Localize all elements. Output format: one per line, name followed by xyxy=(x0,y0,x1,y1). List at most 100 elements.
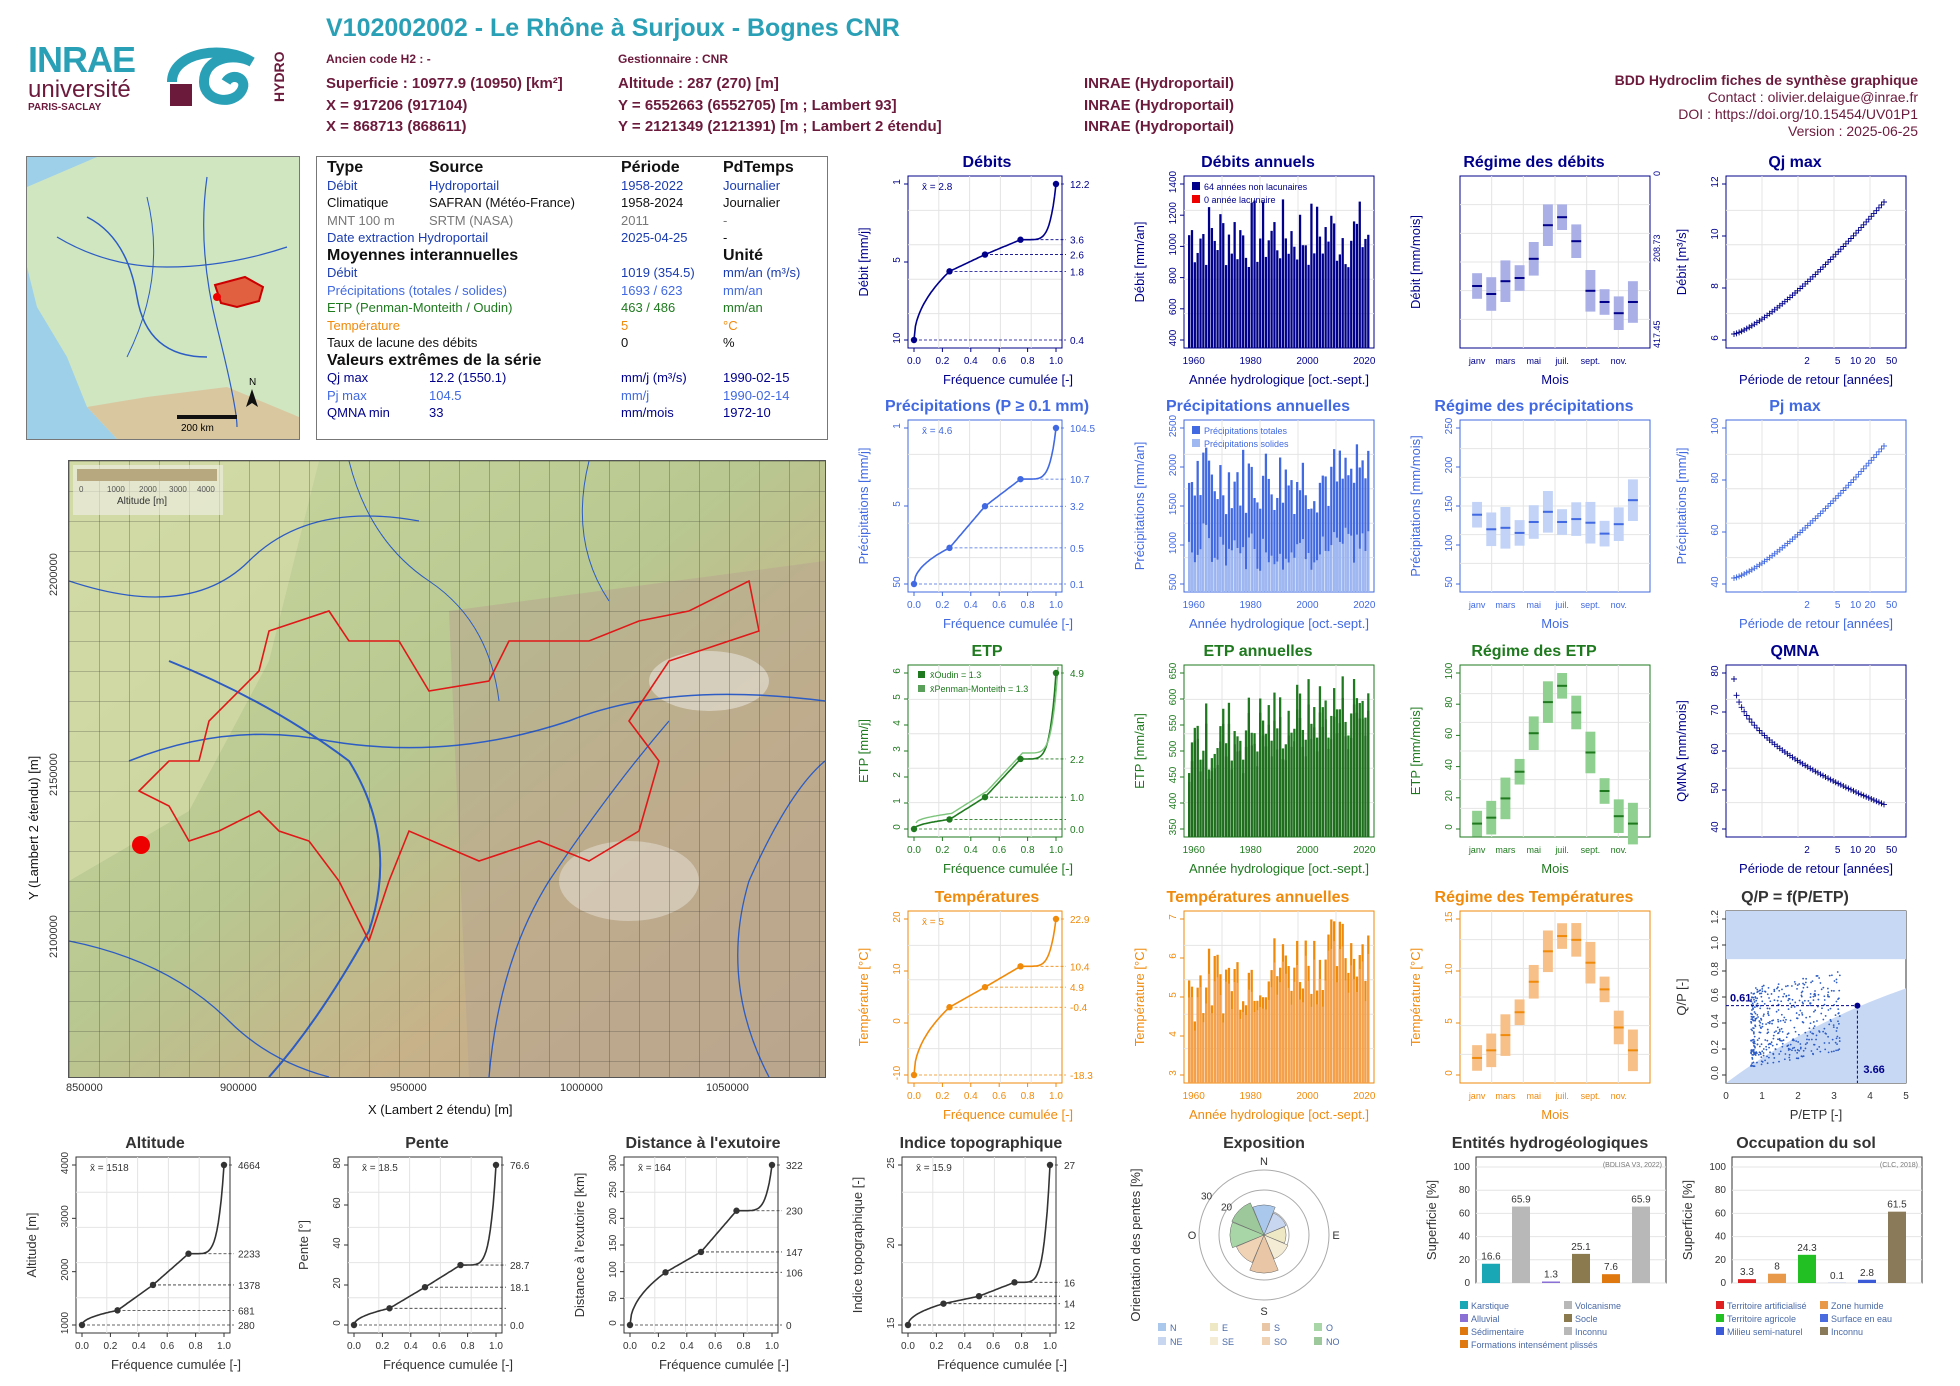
daily-point xyxy=(1759,1021,1762,1024)
y-axis-label: Q/P [-] xyxy=(1674,978,1689,1015)
daily-point xyxy=(1783,1058,1786,1061)
x-tick-label: nov. xyxy=(1611,356,1627,366)
daily-point xyxy=(1764,1059,1766,1062)
return-period-point xyxy=(1840,487,1847,494)
annual-bar-secondary xyxy=(1315,1004,1319,1083)
y-tick-label: 350 xyxy=(1168,818,1179,835)
x-tick-label: 0.0 xyxy=(907,845,921,856)
daily-point xyxy=(1780,1039,1783,1042)
legend-swatch xyxy=(1460,1301,1468,1309)
annual-bar-secondary xyxy=(1205,1003,1208,1083)
return-period-point xyxy=(1840,243,1847,250)
daily-point xyxy=(1818,1045,1821,1048)
y-tick-label: 4000 xyxy=(60,1151,71,1174)
right-value-label: 1378 xyxy=(238,1281,261,1292)
legend-label: Précipitations solides xyxy=(1204,439,1289,449)
daily-point xyxy=(1767,1021,1770,1024)
annual-bar-secondary xyxy=(1296,709,1299,837)
y-tick-label: 1.2 xyxy=(1710,910,1721,924)
y-tick-label: 5 xyxy=(892,694,903,700)
daily-point xyxy=(1785,985,1787,988)
source-1: INRAE (Hydroportail) xyxy=(1084,75,1234,92)
inrae-logo: INRAE université PARIS-SACLAY xyxy=(28,42,148,114)
x-tick-label: mars xyxy=(1495,356,1515,366)
x-axis-label: Période de retour [années] xyxy=(1739,616,1893,631)
right-value-label: 10.7 xyxy=(1070,475,1090,486)
annual-bar-secondary xyxy=(1338,541,1341,592)
daily-point xyxy=(1794,983,1797,985)
daily-point xyxy=(1765,1045,1768,1048)
annual-bar-secondary xyxy=(1190,761,1194,837)
moy-precip-unit: mm/an xyxy=(723,282,763,298)
daily-point xyxy=(1754,1019,1757,1022)
daily-point xyxy=(1813,1043,1816,1046)
ext-qmna-value: 33 xyxy=(429,405,444,420)
annual-bar-secondary xyxy=(1247,713,1250,837)
return-period-point xyxy=(1853,474,1860,481)
return-period-point xyxy=(1858,224,1865,231)
daily-point xyxy=(1835,1049,1838,1052)
annual-bar-secondary xyxy=(1242,547,1245,592)
daily-point xyxy=(1768,1042,1771,1045)
daily-point xyxy=(1804,1031,1807,1034)
x-axis-label: Fréquence cumulée [-] xyxy=(659,1357,789,1372)
moy-lacune-value: 0 xyxy=(621,335,629,350)
x-tick-label: 1.0 xyxy=(1049,356,1063,367)
daily-point xyxy=(1828,1023,1831,1026)
daily-point xyxy=(1833,980,1836,982)
daily-point xyxy=(1753,1015,1755,1018)
daily-point xyxy=(1759,1031,1762,1034)
mean-label: x̄ = 4.6 xyxy=(922,426,953,437)
annual-bar-secondary xyxy=(1281,961,1285,1083)
daily-point xyxy=(1817,993,1820,996)
daily-point xyxy=(1766,1028,1769,1031)
debits_annuels-chart: Débits annuels Année hydrologique [oct.-s… xyxy=(1132,154,1376,387)
y-tick-label: 3 xyxy=(892,746,903,752)
y-tick-label: 80 xyxy=(332,1157,343,1169)
pj_max-chart: Pj max Période de retour [années] Précipit… xyxy=(1674,398,1907,631)
daily-point xyxy=(1782,995,1785,998)
contact-link[interactable]: Contact : olivier.delaigue@inrae.fr xyxy=(1707,89,1918,105)
return-period-point xyxy=(1825,259,1832,266)
y-tick-label: 200 xyxy=(608,1208,619,1225)
annual-bar xyxy=(1267,240,1270,348)
y-tick-label: 20 xyxy=(886,1237,897,1249)
y-tick-label: 600 xyxy=(1168,688,1179,705)
x-tick-label: juil. xyxy=(1554,1091,1569,1101)
annual-bar xyxy=(1264,453,1268,592)
daily-point xyxy=(1786,1044,1789,1047)
daily-point xyxy=(1755,1052,1758,1055)
return-period-point xyxy=(1738,704,1745,711)
map-xtick-0: 850000 xyxy=(66,1082,103,1094)
daily-point xyxy=(1835,1000,1838,1003)
annual-bar-secondary xyxy=(1233,982,1236,1083)
annual-bar xyxy=(1307,509,1310,592)
annual-bar xyxy=(1216,250,1219,348)
daily-point xyxy=(1812,1027,1815,1030)
annual-bar xyxy=(1256,502,1259,592)
daily-point xyxy=(1791,1049,1793,1052)
annual-bar xyxy=(1216,499,1219,592)
annual-bar-secondary xyxy=(1199,987,1202,1083)
daily-point xyxy=(1752,1032,1755,1035)
daily-point xyxy=(1753,998,1755,1001)
annual-bar xyxy=(1230,253,1233,348)
daily-point xyxy=(1772,1037,1775,1040)
doi-link[interactable]: DOI : https://doi.org/10.15454/UV01P1 xyxy=(1678,106,1918,122)
return-period-point xyxy=(1837,781,1844,788)
quantile-point xyxy=(946,1004,953,1011)
moy-temp-value: 5 xyxy=(621,317,629,333)
daily-point xyxy=(1753,1019,1755,1022)
quantile-point xyxy=(975,1293,983,1300)
daily-point xyxy=(1751,1053,1754,1056)
annual-bar-secondary xyxy=(1301,1002,1305,1083)
annual-bar xyxy=(1193,495,1196,592)
annual-bar xyxy=(1261,201,1265,348)
annual-bar xyxy=(1344,264,1347,348)
return-period-point xyxy=(1865,794,1872,801)
daily-point xyxy=(1813,992,1816,995)
y-tick-label: 60 xyxy=(1710,524,1721,536)
daily-point xyxy=(1766,1007,1769,1010)
legend-label: x̄Oudin = 1.3 xyxy=(930,670,981,680)
y-tick-label: 25 xyxy=(886,1157,897,1169)
